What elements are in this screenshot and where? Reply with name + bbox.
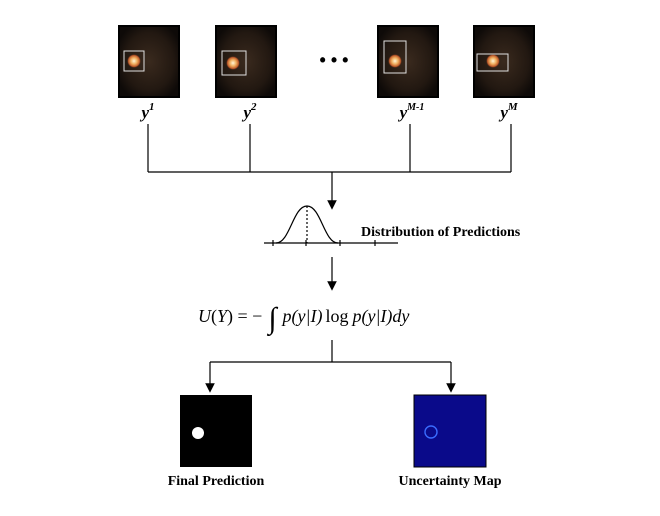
uncertainty-map-label: Uncertainty Map xyxy=(398,474,501,489)
sample-image-2 xyxy=(215,25,277,98)
sample-label-m-minus-1: yM-1 xyxy=(398,102,425,122)
uncertainty-map-image xyxy=(413,394,487,468)
split-connector xyxy=(210,340,451,363)
merge-connector xyxy=(147,124,512,173)
final-prediction-label: Final Prediction xyxy=(168,474,265,489)
gaussian-curve xyxy=(264,205,398,246)
uncertainty-equation: U(Y) = − ∫ p(y|I) log p(y|I)dy xyxy=(198,302,409,337)
ellipsis: • • • xyxy=(320,50,349,70)
final-prediction-image xyxy=(180,395,252,467)
sample-image-m-minus-1 xyxy=(377,25,439,98)
distribution-label: Distribution of Predictions xyxy=(361,225,521,240)
sample-label-1: y1 xyxy=(139,101,154,122)
sample-label-2: y2 xyxy=(241,101,257,122)
sample-image-1 xyxy=(118,25,180,98)
sample-label-m: yM xyxy=(498,101,519,122)
sample-image-m xyxy=(473,25,535,98)
